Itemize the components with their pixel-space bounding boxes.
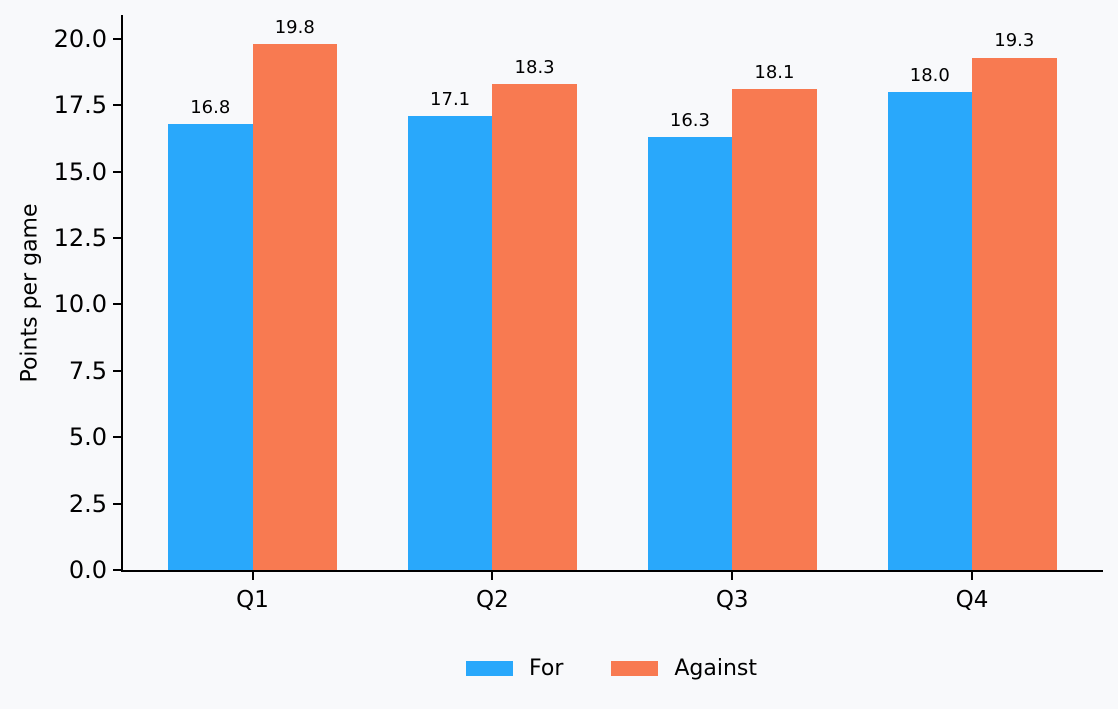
legend-swatch-for-icon [465, 660, 513, 676]
bar-for-q1 [168, 123, 253, 570]
bar-value-label: 19.8 [274, 17, 315, 39]
y-tick-mark [113, 237, 121, 240]
y-tick-mark [113, 502, 121, 505]
y-tick-label: 12.5 [53, 224, 107, 253]
bar-value-label: 19.3 [994, 30, 1035, 52]
x-tick-label: Q1 [236, 587, 269, 613]
y-tick-mark [113, 436, 121, 439]
y-tick-label: 2.5 [68, 489, 107, 518]
legend-swatch-against-icon [611, 660, 659, 676]
legend: For Against [121, 650, 1102, 686]
bar-for-q4 [887, 92, 973, 570]
bar-value-label: 16.3 [669, 110, 710, 132]
bar-against-q1 [252, 44, 337, 570]
bar-for-q2 [407, 115, 493, 570]
y-tick-label: 7.5 [68, 356, 107, 385]
legend-label-for: For [528, 655, 564, 681]
y-tick-mark [113, 303, 121, 306]
y-tick-label: 5.0 [68, 423, 107, 452]
bar-value-label: 18.0 [909, 65, 950, 86]
y-tick-mark [113, 37, 121, 40]
y-tick-mark [113, 569, 121, 571]
bar-for-q3 [647, 137, 733, 570]
x-tick-label: Q4 [955, 587, 989, 613]
x-tick-label: Q3 [715, 587, 749, 613]
legend-item-against: Against [611, 656, 757, 681]
y-tick-label: 17.5 [53, 91, 107, 120]
legend-item-for: For [465, 655, 564, 681]
plot-area: 16.8 19.8 17.1 18.3 16.3 18.1 18.0 19.3 [121, 15, 1103, 572]
x-tick-label: Q2 [475, 587, 509, 613]
bar-against-q2 [492, 84, 577, 570]
bar-against-q3 [732, 89, 817, 570]
y-tick-mark [113, 104, 121, 107]
y-tick-mark [113, 170, 121, 173]
bar-against-q4 [972, 57, 1057, 570]
bar-value-label: 18.1 [754, 62, 795, 84]
y-tick-label: 20.0 [53, 24, 107, 53]
x-tick-mark [731, 572, 734, 580]
legend-label-against: Against [674, 655, 757, 681]
y-tick-label: 0.0 [68, 556, 107, 584]
bar-value-label: 16.8 [190, 96, 231, 118]
y-tick-label: 10.0 [53, 290, 107, 319]
x-tick-mark [251, 572, 254, 580]
y-tick-mark [113, 369, 121, 372]
x-tick-mark [971, 572, 974, 580]
x-tick-mark [491, 572, 494, 580]
bar-value-label: 18.3 [514, 57, 555, 79]
bar-value-label: 17.1 [430, 88, 471, 110]
y-tick-label: 15.0 [53, 157, 107, 186]
